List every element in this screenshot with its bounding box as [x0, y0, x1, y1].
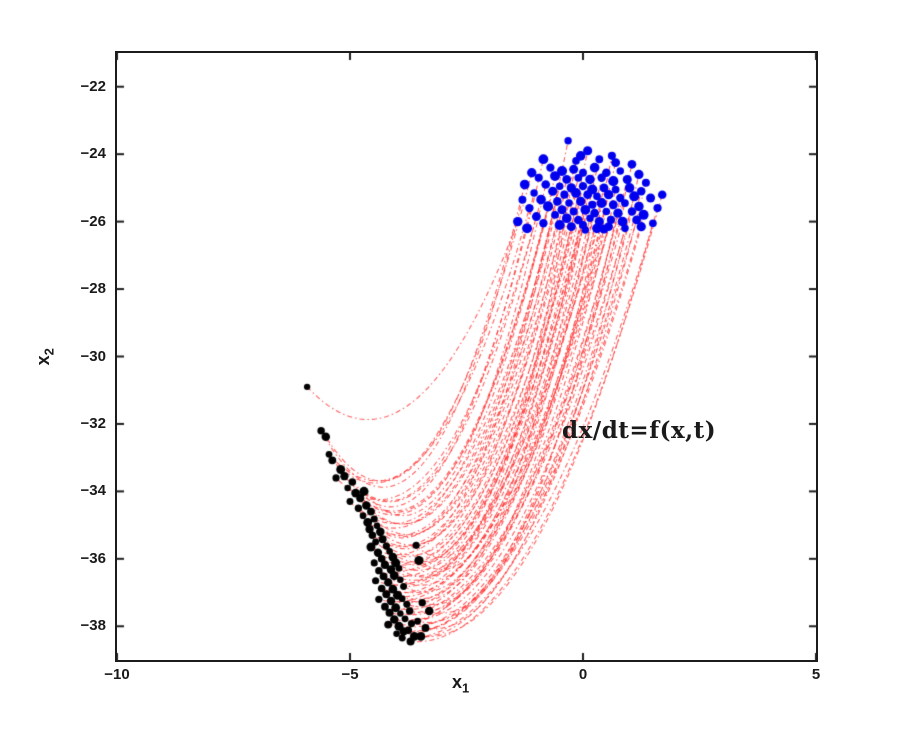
y-tick-label: −22	[80, 77, 106, 95]
x-axis-label-base: x	[452, 672, 463, 692]
trajectory-equation-annotation: dx/dt=f(x,t)	[562, 417, 717, 445]
plot-area	[115, 51, 818, 662]
y-tick-label: −36	[80, 549, 106, 567]
plot-canvas	[117, 53, 816, 660]
y-tick-label: −38	[80, 617, 106, 635]
x-tick-label: −5	[341, 666, 359, 683]
x-tick-label: 0	[578, 666, 588, 683]
x-tick-label: −10	[104, 666, 130, 683]
y-tick-label: −30	[80, 347, 106, 365]
y-tick-label: −26	[80, 212, 106, 230]
x-tick-label: 5	[811, 666, 821, 683]
y-tick-label: −34	[80, 482, 106, 500]
y-tick-label: −24	[80, 145, 106, 163]
x-axis-label: x1	[452, 672, 469, 696]
y-tick-label: −32	[80, 414, 106, 432]
y-tick-label: −28	[80, 280, 106, 298]
x-axis-label-sub: 1	[462, 680, 470, 696]
